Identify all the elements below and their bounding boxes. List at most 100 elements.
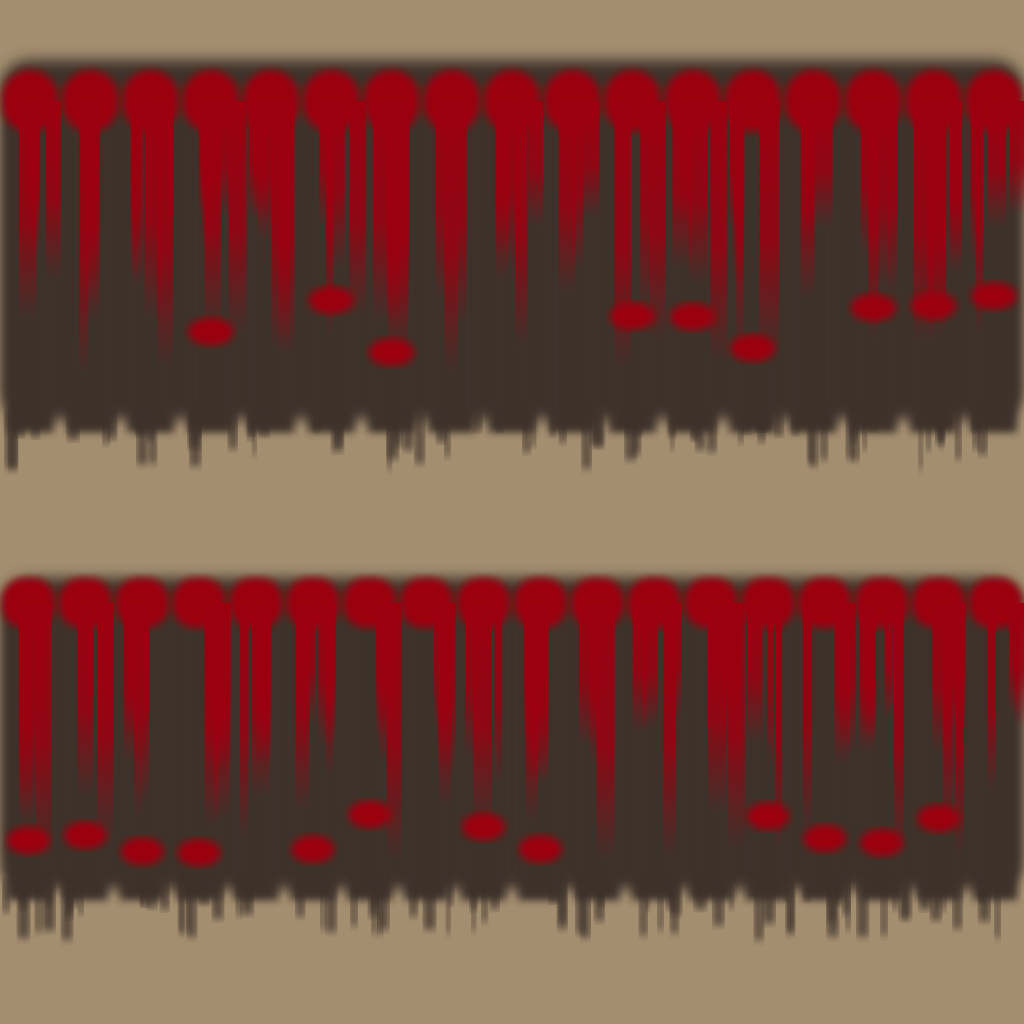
red-band	[177, 838, 221, 867]
red-drip	[379, 603, 387, 765]
red-drip	[495, 101, 509, 255]
fringe-stroke	[846, 410, 854, 459]
red-drip	[859, 603, 875, 754]
strip-column	[115, 578, 169, 910]
red-drip	[386, 101, 401, 328]
strip-column	[363, 70, 425, 469]
fringe-stroke	[857, 880, 868, 937]
red-drip	[325, 603, 334, 777]
fringe-stroke	[102, 410, 110, 445]
fringe-stroke	[259, 410, 270, 436]
strip-column	[604, 70, 666, 460]
red-drip	[473, 603, 492, 829]
red-drip	[736, 101, 744, 351]
fringe-stroke	[930, 880, 942, 921]
red-band	[746, 802, 790, 831]
fringe-stroke	[378, 880, 389, 930]
strip-column	[845, 70, 902, 461]
red-drip	[596, 603, 615, 862]
fringe-stroke	[42, 880, 55, 931]
red-drip	[987, 603, 996, 793]
fringe-stroke	[137, 410, 148, 465]
fringe-stroke	[803, 880, 811, 901]
red-drip	[271, 101, 290, 351]
red-drip	[688, 101, 708, 286]
red-drip	[558, 101, 576, 294]
red-drip	[295, 603, 310, 812]
fringe-stroke	[880, 880, 888, 936]
red-drip	[349, 101, 366, 318]
red-drip	[668, 603, 682, 722]
red-drip	[932, 603, 950, 754]
red-drip	[802, 603, 812, 832]
lower-strip	[0, 578, 1024, 940]
fringe-stroke	[658, 880, 664, 931]
strip-column	[798, 578, 856, 937]
fringe-stroke	[377, 880, 383, 935]
red-drip	[228, 101, 248, 335]
fringe-stroke	[313, 410, 321, 432]
strip-column	[229, 578, 283, 916]
fringe-stroke	[842, 880, 851, 915]
fringe-stroke	[941, 880, 947, 911]
fringe-stroke	[190, 410, 201, 466]
red-drip	[123, 603, 138, 763]
fringe-stroke	[713, 880, 724, 926]
fringe-stroke	[632, 410, 641, 455]
fringe-stroke	[31, 410, 40, 438]
fringe-stroke	[670, 880, 679, 933]
red-drip	[255, 603, 272, 766]
red-band	[669, 302, 716, 331]
red-drip	[528, 101, 544, 228]
fringe-stroke	[241, 880, 253, 915]
red-drip	[97, 603, 114, 842]
upper-strip	[0, 60, 1024, 470]
fringe-stroke	[971, 410, 980, 432]
fringe-stroke	[436, 410, 447, 443]
fringe-stroke	[496, 410, 504, 432]
fringe-stroke	[955, 410, 962, 459]
fringe-stroke	[953, 880, 962, 929]
fringe-stroke	[827, 880, 838, 937]
strip-column	[343, 578, 402, 935]
fringe-stroke	[236, 880, 242, 916]
fringe-stroke	[2, 880, 10, 913]
red-drip	[774, 603, 783, 850]
fringe-stroke	[160, 880, 169, 910]
fringe-stroke	[409, 880, 418, 917]
fringe-stroke	[473, 410, 482, 432]
red-drip	[642, 603, 658, 730]
strip-column	[122, 70, 179, 465]
strip-column	[785, 70, 842, 466]
fringe-stroke	[694, 880, 707, 910]
fringe-stroke	[938, 410, 945, 440]
strip-column	[58, 578, 114, 940]
fringe-stroke	[187, 880, 197, 937]
red-drip	[812, 101, 833, 229]
fringe-stroke	[530, 410, 536, 447]
fringe-stroke	[371, 880, 378, 934]
fringe-stroke	[695, 410, 705, 450]
red-drip	[45, 101, 61, 281]
strip-column	[741, 578, 795, 940]
red-band	[6, 826, 51, 855]
strip-column	[912, 578, 966, 929]
fringe-stroke	[71, 880, 78, 907]
red-band	[518, 834, 563, 863]
fringe-stroke	[549, 410, 556, 436]
fringe-stroke	[415, 410, 425, 464]
fringe-stroke	[741, 410, 751, 433]
red-drip	[494, 603, 502, 785]
strip-column	[400, 578, 456, 934]
red-drip	[141, 603, 150, 806]
fringe-stroke	[522, 410, 531, 453]
strip-column	[457, 578, 510, 931]
fringe-stroke	[66, 880, 73, 912]
fringe-stroke	[978, 880, 990, 922]
fringe-stroke	[625, 410, 630, 436]
strip-column	[544, 70, 604, 469]
red-band	[348, 800, 392, 829]
strip-column	[855, 578, 912, 937]
fringe-stroke	[199, 880, 209, 904]
